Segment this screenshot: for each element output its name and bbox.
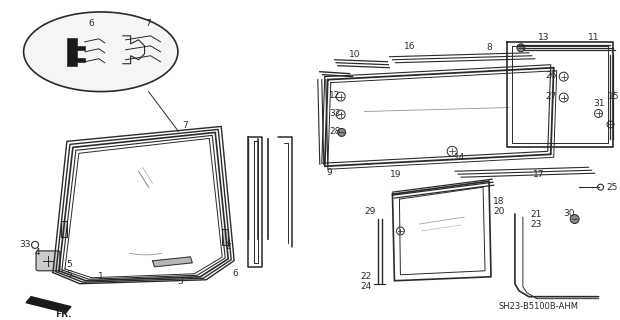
Text: 22: 22: [360, 272, 371, 281]
Text: 5: 5: [66, 260, 72, 269]
Text: 16: 16: [404, 42, 415, 51]
Text: 21: 21: [530, 210, 541, 219]
Text: 23: 23: [530, 220, 541, 228]
Polygon shape: [222, 229, 228, 245]
Polygon shape: [153, 257, 192, 267]
Text: 19: 19: [390, 170, 401, 179]
Text: 17: 17: [533, 170, 544, 179]
Text: 31: 31: [593, 99, 604, 108]
Text: 25: 25: [607, 183, 618, 192]
Text: 3: 3: [177, 277, 184, 286]
Text: 24: 24: [360, 282, 371, 291]
Ellipse shape: [24, 12, 178, 92]
Text: 2: 2: [226, 242, 231, 252]
Text: 13: 13: [538, 33, 549, 42]
Circle shape: [517, 44, 525, 52]
Text: 7: 7: [182, 121, 188, 130]
Circle shape: [570, 214, 579, 223]
Text: 5: 5: [66, 270, 72, 279]
Text: 20: 20: [494, 206, 505, 216]
Text: 27: 27: [545, 92, 556, 101]
Text: 10: 10: [349, 50, 360, 59]
Circle shape: [338, 128, 346, 136]
Text: 32: 32: [329, 109, 340, 118]
Text: 12: 12: [329, 91, 340, 100]
Text: 33: 33: [19, 240, 31, 249]
Text: FR.: FR.: [55, 310, 71, 319]
Text: 4: 4: [34, 248, 40, 257]
Text: 26: 26: [545, 71, 556, 80]
Text: 18: 18: [494, 196, 505, 206]
Text: 6: 6: [232, 269, 238, 278]
Polygon shape: [26, 297, 71, 313]
Text: SH23-B5100B-AHM: SH23-B5100B-AHM: [499, 302, 579, 311]
Text: 7: 7: [146, 20, 151, 28]
Text: 29: 29: [364, 206, 375, 216]
Polygon shape: [61, 221, 67, 237]
Text: 28: 28: [329, 127, 340, 136]
Text: 1: 1: [98, 272, 104, 281]
Polygon shape: [67, 38, 85, 66]
Text: 11: 11: [588, 33, 600, 42]
Text: 30: 30: [563, 209, 574, 218]
Text: 9: 9: [327, 168, 332, 177]
Text: 6: 6: [88, 20, 94, 28]
Text: 15: 15: [608, 92, 619, 101]
Text: 8: 8: [486, 43, 492, 52]
FancyBboxPatch shape: [36, 251, 60, 271]
Text: 14: 14: [453, 153, 465, 162]
